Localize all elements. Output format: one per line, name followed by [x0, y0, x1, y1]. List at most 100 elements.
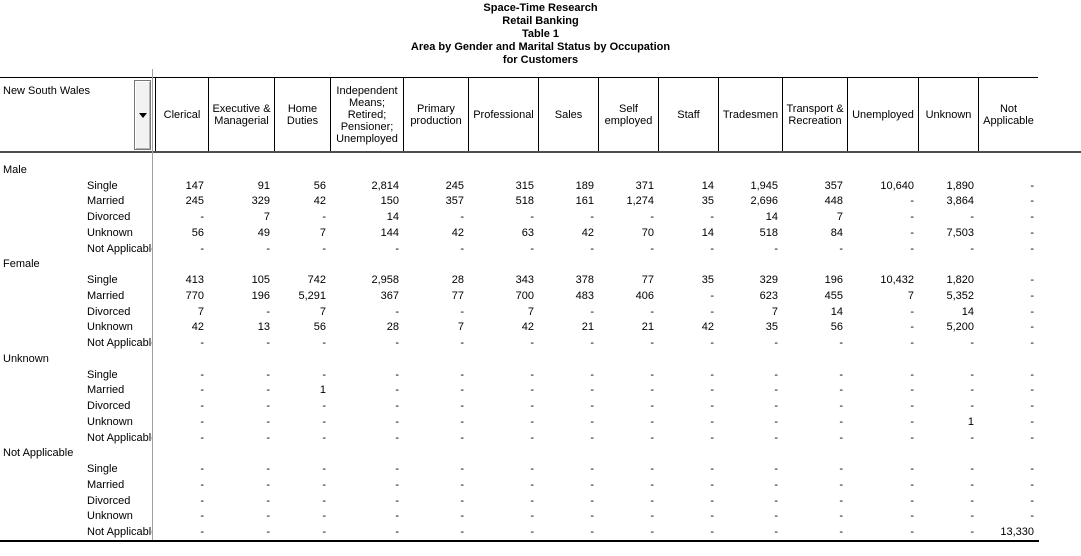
data-cell: - — [395, 463, 399, 476]
data-cell: - — [650, 478, 654, 491]
row-label-married[interactable]: Married — [87, 384, 125, 397]
row-label-married[interactable]: Married — [87, 195, 125, 208]
data-cell: 329 — [251, 195, 270, 208]
row-label-married[interactable]: Married — [87, 478, 125, 491]
data-cell: - — [322, 368, 326, 381]
data-cell: 1,274 — [626, 195, 654, 208]
data-cell: - — [1030, 400, 1034, 413]
group-row: Female — [0, 257, 1039, 273]
data-cell: - — [266, 368, 270, 381]
data-cell: - — [460, 305, 464, 318]
row-label-unknown[interactable]: Unknown — [87, 415, 133, 428]
data-cell: - — [460, 415, 464, 428]
row-label-not-applicable[interactable]: Not Applicable — [87, 242, 152, 255]
column-header-transport-recreation[interactable]: Transport & Recreation — [782, 78, 847, 151]
row-label-unknown[interactable]: Unknown — [87, 510, 133, 523]
data-cell: - — [590, 415, 594, 428]
row-label-married[interactable]: Married — [87, 289, 125, 302]
data-cell: - — [910, 305, 914, 318]
data-cell: - — [910, 510, 914, 523]
data-cell: 14 — [386, 211, 399, 224]
data-cell: 42 — [451, 226, 464, 239]
column-header-self-employed[interactable]: Self employed — [598, 78, 658, 151]
data-cell: 1,945 — [750, 179, 778, 192]
data-cell: 2,814 — [371, 179, 399, 192]
row-label-single[interactable]: Single — [87, 368, 118, 381]
data-cell: - — [774, 494, 778, 507]
data-cell: - — [530, 463, 534, 476]
data-cell: 1,890 — [946, 179, 974, 192]
data-cell: - — [774, 463, 778, 476]
data-cell: 196 — [824, 274, 843, 287]
data-cell: - — [710, 305, 714, 318]
column-header-staff[interactable]: Staff — [658, 78, 718, 151]
data-cell: - — [710, 478, 714, 491]
data-cell: - — [322, 526, 326, 539]
data-cell: - — [530, 368, 534, 381]
row-label-single[interactable]: Single — [87, 463, 118, 476]
data-cell: - — [1030, 415, 1034, 428]
row-axis-dropdown-button[interactable] — [134, 80, 151, 150]
data-cell: 7 — [197, 305, 204, 318]
data-cell: 371 — [635, 179, 654, 192]
column-header-clerical[interactable]: Clerical — [155, 78, 208, 151]
column-header-professional[interactable]: Professional — [468, 78, 538, 151]
column-header-sales[interactable]: Sales — [538, 78, 598, 151]
row-group-label-male[interactable]: Male — [3, 163, 27, 176]
data-cell: - — [650, 494, 654, 507]
row-group-label-female[interactable]: Female — [3, 258, 40, 271]
data-cell: 63 — [521, 226, 534, 239]
column-header-independent-means-retired-pensioner-unemployed[interactable]: Independent Means; Retired; Pensioner; U… — [330, 78, 403, 151]
row-group-label-not-applicable[interactable]: Not Applicable — [3, 447, 74, 460]
data-cell: - — [590, 368, 594, 381]
row-label-divorced[interactable]: Divorced — [87, 305, 131, 318]
row-label-divorced[interactable]: Divorced — [87, 400, 131, 413]
row-group-label-unknown[interactable]: Unknown — [3, 352, 49, 365]
column-header-primary-production[interactable]: Primary production — [403, 78, 468, 151]
row-label-not-applicable[interactable]: Not Applicable — [87, 526, 152, 539]
row-label-unknown[interactable]: Unknown — [87, 321, 133, 334]
row-label-not-applicable[interactable]: Not Applicable — [87, 337, 152, 350]
row-label-not-applicable[interactable]: Not Applicable — [87, 431, 152, 444]
column-header-tradesmen[interactable]: Tradesmen — [718, 78, 782, 151]
data-cell: - — [1030, 179, 1034, 192]
data-cell: 21 — [581, 321, 594, 334]
data-cell: - — [710, 337, 714, 350]
row-label-single[interactable]: Single — [87, 179, 118, 192]
data-cell: 357 — [445, 195, 464, 208]
data-cell: - — [710, 494, 714, 507]
column-header-executive-managerial[interactable]: Executive & Managerial — [208, 78, 274, 151]
row-label-unknown[interactable]: Unknown — [87, 226, 133, 239]
data-cell: - — [530, 384, 534, 397]
data-cell: - — [200, 211, 204, 224]
row-axis-label: New South Wales — [3, 85, 91, 97]
data-cell: - — [1030, 274, 1034, 287]
data-cell: 77 — [641, 274, 654, 287]
data-cell: - — [395, 478, 399, 491]
data-cell: 7 — [263, 211, 270, 224]
column-header-unknown[interactable]: Unknown — [918, 78, 978, 151]
data-cell: - — [395, 368, 399, 381]
data-cell: - — [460, 431, 464, 444]
data-cell: 42 — [191, 321, 204, 334]
column-header-home-duties[interactable]: Home Duties — [274, 78, 330, 151]
data-cell: - — [200, 494, 204, 507]
data-cell: - — [266, 337, 270, 350]
data-cell: 13,330 — [1000, 526, 1034, 539]
row-label-divorced[interactable]: Divorced — [87, 494, 131, 507]
data-cell: - — [650, 400, 654, 413]
data-cell: - — [774, 337, 778, 350]
data-cell: - — [710, 463, 714, 476]
data-cell: - — [266, 526, 270, 539]
data-cell: 42 — [581, 226, 594, 239]
triangle-down-icon — [138, 112, 147, 118]
data-row: Single - - - - - - - - - - - - - - — [0, 367, 1039, 383]
column-header-unemployed[interactable]: Unemployed — [847, 78, 918, 151]
data-row: Divorced 7 - 7 - - 7 - - - 7 14 - 14 - — [0, 304, 1039, 320]
column-header-not-applicable[interactable]: Not Applicable — [978, 78, 1038, 151]
data-cell: 14 — [830, 305, 843, 318]
data-cell: 56 — [313, 321, 326, 334]
data-cell: - — [530, 415, 534, 428]
row-label-single[interactable]: Single — [87, 274, 118, 287]
row-label-divorced[interactable]: Divorced — [87, 211, 131, 224]
